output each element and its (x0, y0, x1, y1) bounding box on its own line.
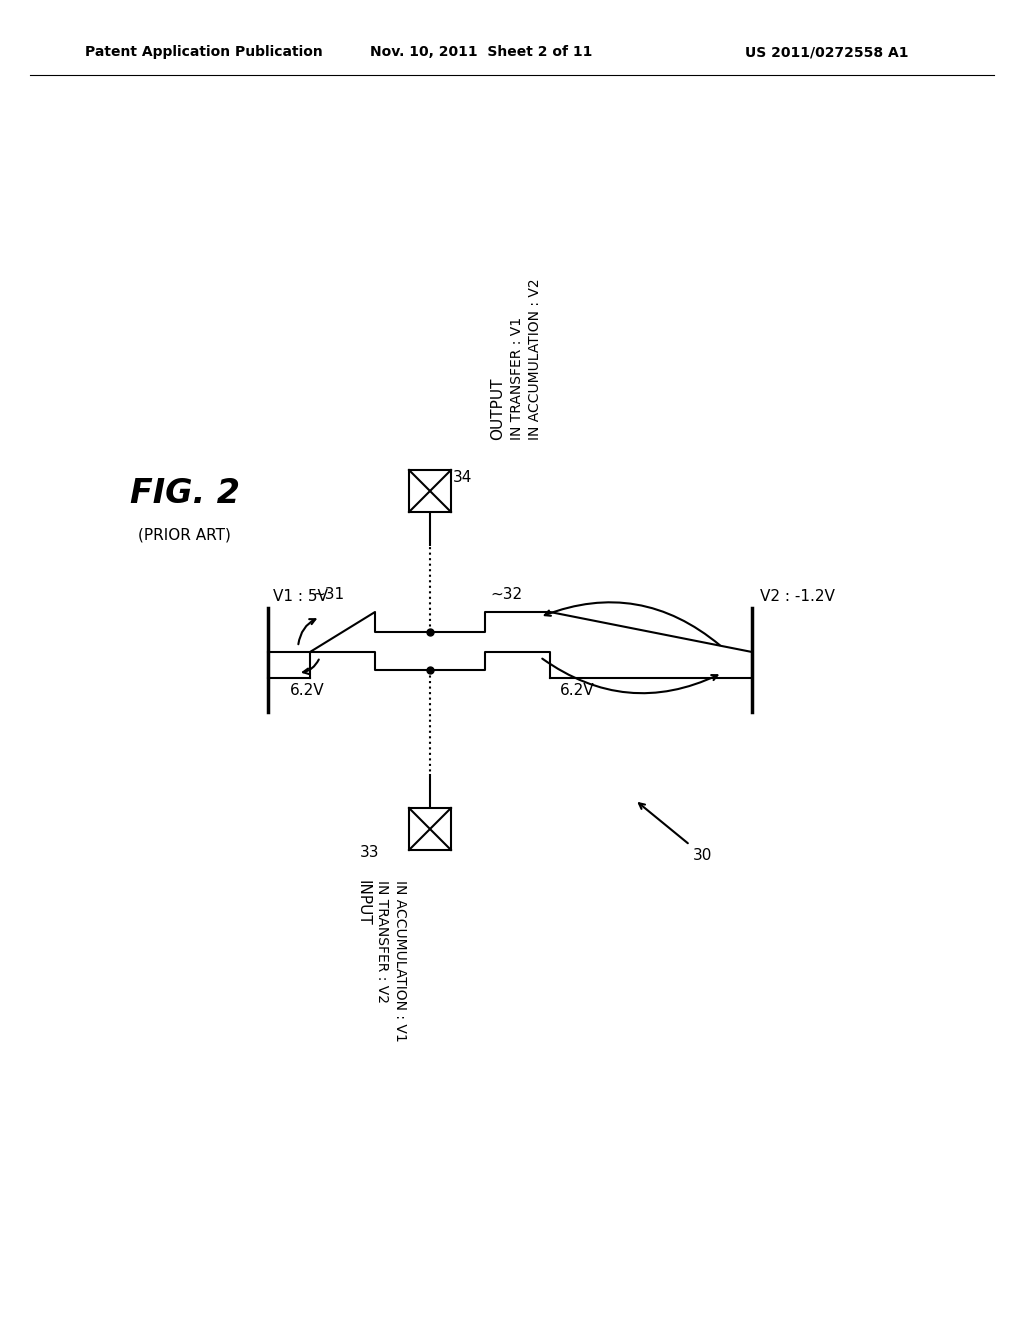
Text: V2 : -1.2V: V2 : -1.2V (760, 589, 835, 605)
Text: IN ACCUMULATION : V2: IN ACCUMULATION : V2 (528, 279, 542, 440)
Text: INPUT: INPUT (355, 880, 370, 925)
Text: 6.2V: 6.2V (560, 682, 595, 698)
Text: FIG. 2: FIG. 2 (130, 477, 240, 510)
Text: 33: 33 (359, 845, 379, 861)
Text: ~31: ~31 (312, 587, 344, 602)
Text: ~32: ~32 (490, 587, 522, 602)
Text: (PRIOR ART): (PRIOR ART) (138, 527, 230, 543)
Text: 34: 34 (453, 470, 472, 484)
Text: IN TRANSFER : V1: IN TRANSFER : V1 (510, 317, 524, 440)
Bar (409, 470, 451, 512)
Text: Nov. 10, 2011  Sheet 2 of 11: Nov. 10, 2011 Sheet 2 of 11 (370, 45, 592, 59)
Text: IN ACCUMULATION : V1: IN ACCUMULATION : V1 (393, 880, 407, 1041)
Text: IN TRANSFER : V2: IN TRANSFER : V2 (375, 880, 389, 1003)
Text: OUTPUT: OUTPUT (490, 378, 505, 440)
Text: Patent Application Publication: Patent Application Publication (85, 45, 323, 59)
Bar (409, 808, 451, 850)
Text: 30: 30 (693, 847, 713, 863)
Text: US 2011/0272558 A1: US 2011/0272558 A1 (745, 45, 908, 59)
Text: V1 : 5V: V1 : 5V (273, 589, 328, 605)
Text: 6.2V: 6.2V (290, 682, 325, 698)
